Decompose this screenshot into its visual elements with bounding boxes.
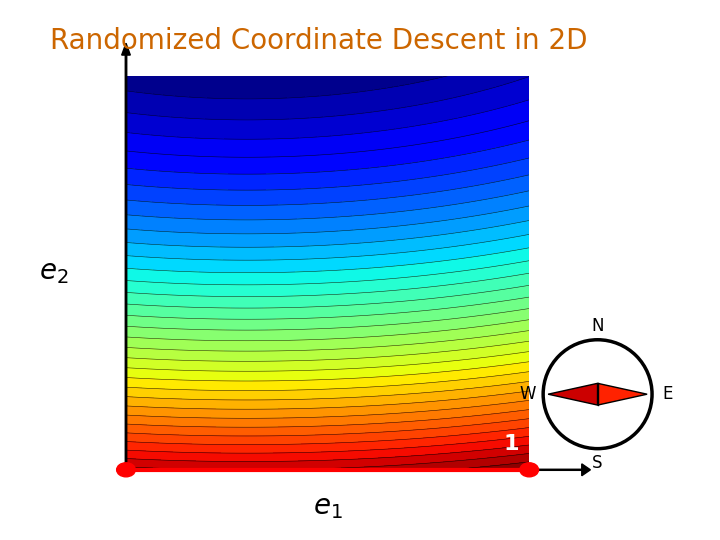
Text: Randomized Coordinate Descent in 2D: Randomized Coordinate Descent in 2D xyxy=(50,27,588,55)
Text: E: E xyxy=(662,385,673,403)
Text: $e_1$: $e_1$ xyxy=(312,494,343,521)
Text: $e_2$: $e_2$ xyxy=(40,259,68,286)
Text: 1: 1 xyxy=(503,434,519,454)
Polygon shape xyxy=(598,383,647,405)
Text: N: N xyxy=(591,317,604,335)
Text: W: W xyxy=(519,385,536,403)
Text: S: S xyxy=(593,454,603,471)
Polygon shape xyxy=(548,383,598,405)
